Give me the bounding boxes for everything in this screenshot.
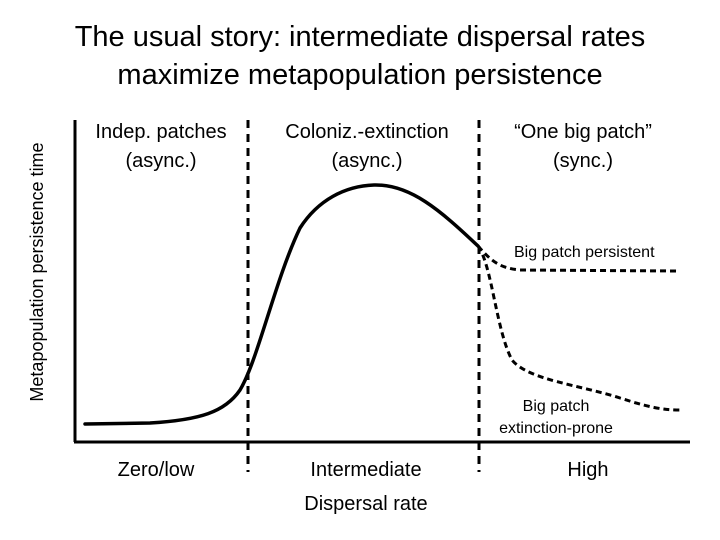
title-line-1: The usual story: intermediate dispersal …	[74, 21, 646, 53]
region-label-one-big-patch: “One big patch” (sync.)	[514, 121, 652, 172]
big-patch-extinction-prone-branch	[476, 245, 681, 412]
region-label-indep-patches: Indep. patches (async.)	[95, 121, 227, 172]
x-tick-intermediate: Intermediate	[310, 459, 422, 481]
region-label-colonization-extinction: Coloniz.-extinction (async.)	[285, 121, 449, 172]
diagram-title: The usual story: intermediate dispersal …	[0, 18, 720, 94]
x-tick-high: High	[567, 459, 609, 481]
x-tick-zero-low: Zero/low	[117, 459, 195, 481]
annotation-big-patch-persistent: Big patch persistent	[514, 244, 655, 261]
annotation-big-patch-extinction-prone: Big patch extinction-prone	[499, 398, 613, 437]
x-axis-label: Dispersal rate	[304, 493, 428, 515]
title-line-2: maximize metapopulation persistence	[117, 59, 603, 91]
persistence-curve	[83, 183, 480, 426]
